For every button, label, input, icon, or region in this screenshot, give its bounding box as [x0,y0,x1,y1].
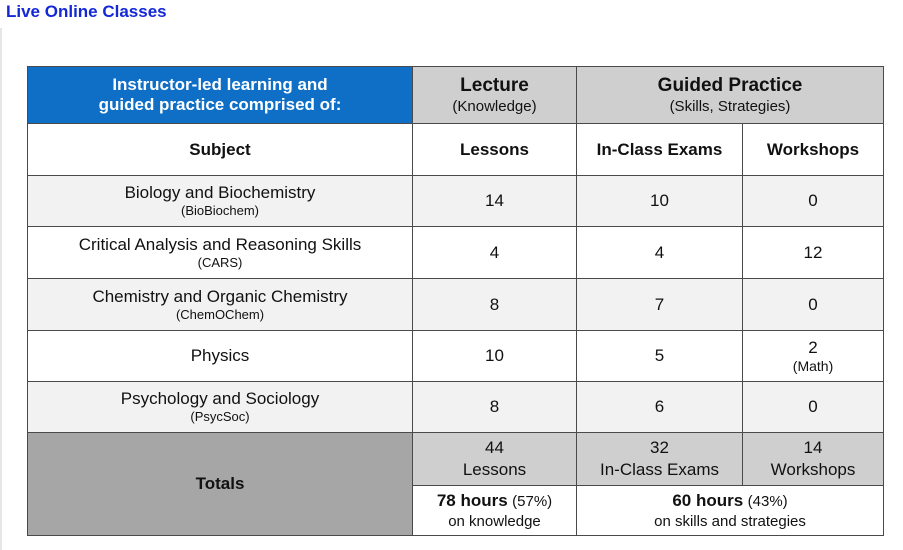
lecture-header-cell: Lecture (Knowledge) [412,66,577,124]
intro-line-2: guided practice comprised of: [98,95,342,114]
exams-cell: 5 [576,330,743,382]
total-exams-label: In-Class Exams [599,460,720,479]
subject-cell: Physics [27,330,413,382]
workshops-cell: 12 [741,226,885,279]
subject-name: Psychology and Sociology [120,389,320,408]
table-row: Biology and Biochemistry (BioBiochem) 14… [27,175,885,227]
skills-hours: 60 hours [672,491,744,510]
table-row: Physics 10 5 2 (Math) [27,330,885,382]
table-row: Chemistry and Organic Chemistry (ChemOCh… [27,278,885,331]
table-row: Psychology and Sociology (PsycSoc) 8 6 0 [27,381,885,433]
page-title: Live Online Classes [6,2,167,21]
total-workshops-cell: 14 Workshops [741,432,885,486]
workshops-cell: 0 [741,175,885,227]
subject-name: Critical Analysis and Reasoning Skills [78,234,362,254]
guided-practice-header-cell: Guided Practice (Skills, Strategies) [575,66,885,124]
subject-abbr: (PsycSoc) [190,409,250,424]
knowledge-percent: (57%) [512,493,553,510]
lessons-cell: 4 [412,226,577,279]
exams-cell: 7 [576,278,743,331]
skills-hours-line: 60 hours (43%) [577,490,883,513]
intro-header-cell: Instructor-led learning and guided pract… [27,66,413,124]
left-divider [0,28,2,550]
total-workshops-value: 14 [803,438,823,457]
lessons-cell: 8 [412,381,577,433]
exams-cell: 6 [576,381,743,433]
totals-row: Totals 44 Lessons 32 In-Class Exams 14 W… [27,432,885,536]
skills-hours-cell: 60 hours (43%) on skills and strategies [575,485,885,536]
guided-practice-subtitle: (Skills, Strategies) [669,98,791,115]
knowledge-hours-cell: 78 hours (57%) on knowledge [412,485,577,536]
header-row-groups: Instructor-led learning and guided pract… [27,66,885,124]
workshops-cell: 0 [741,278,885,331]
subject-abbr: (BioBiochem) [180,203,260,218]
knowledge-note: on knowledge [448,513,541,530]
exams-cell: 10 [576,175,743,227]
lessons-column-header: Lessons [412,123,577,176]
exams-cell: 4 [576,226,743,279]
subject-cell: Biology and Biochemistry (BioBiochem) [27,175,413,227]
hours-row: 78 hours (57%) on knowledge 60 hours (43… [28,485,885,536]
workshops-column-header: Workshops [741,123,885,176]
total-lessons-label: Lessons [462,460,527,479]
subject-column-header: Subject [27,123,413,176]
lecture-title: Lecture [460,75,529,96]
total-lessons-cell: 44 Lessons [412,432,577,486]
subject-cell: Psychology and Sociology (PsycSoc) [27,381,413,433]
lessons-cell: 10 [412,330,577,382]
table-row: Critical Analysis and Reasoning Skills (… [27,226,885,279]
lessons-cell: 8 [412,278,577,331]
total-exams-value: 32 [650,438,669,457]
total-lessons-value: 44 [485,438,504,457]
exams-column-header: In-Class Exams [576,123,743,176]
subject-cell: Chemistry and Organic Chemistry (ChemOCh… [27,278,413,331]
knowledge-hours-line: 78 hours (57%) [413,490,576,513]
class-breakdown-table: Instructor-led learning and guided pract… [27,66,885,536]
subject-cell: Critical Analysis and Reasoning Skills (… [27,226,413,279]
guided-practice-title: Guided Practice [657,75,803,96]
workshops-note: (Math) [792,358,834,374]
workshops-cell: 0 [741,381,885,433]
workshops-cell: 2 (Math) [741,330,885,382]
lessons-cell: 14 [412,175,577,227]
skills-note: on skills and strategies [654,513,806,530]
knowledge-hours: 78 hours [436,491,508,510]
skills-percent: (43%) [747,493,788,510]
header-row-columns: Subject Lessons In-Class Exams Workshops [27,123,885,176]
subject-name: Biology and Biochemistry [124,183,316,202]
subject-name: Physics [190,346,250,365]
lecture-subtitle: (Knowledge) [452,98,537,115]
total-exams-cell: 32 In-Class Exams [576,432,743,486]
intro-line-1: Instructor-led learning and [112,75,328,94]
subject-name: Chemistry and Organic Chemistry [92,286,348,306]
totals-label: Totals [27,432,413,536]
total-workshops-label: Workshops [770,460,856,479]
workshops-value: 2 [808,338,818,357]
subject-abbr: (ChemOChem) [175,306,265,322]
subject-abbr: (CARS) [197,254,243,270]
